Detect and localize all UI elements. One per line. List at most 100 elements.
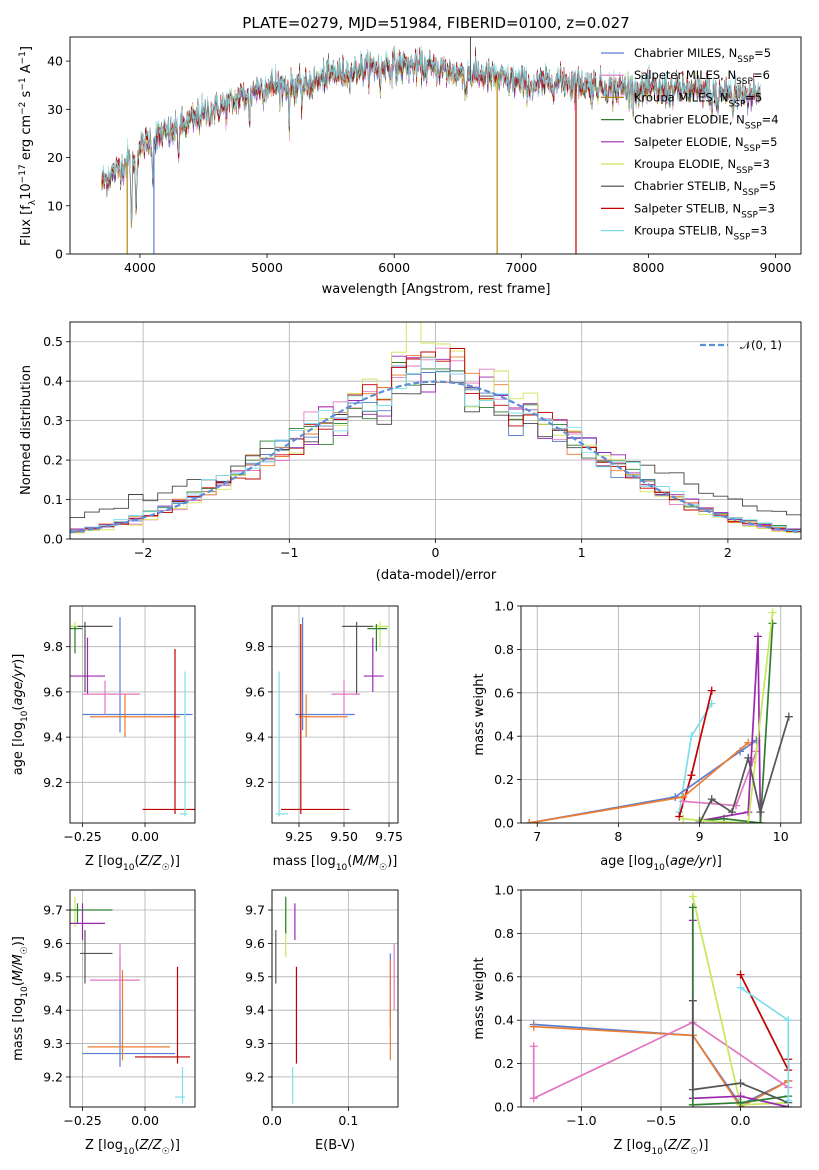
weight-line xyxy=(533,1025,789,1107)
panel-z_weight: −1.0 −0.5 0.0 0.0 0.2 0.4 0.6 0.8 1.0 Z [log10(Z/… xyxy=(472,883,802,1157)
legend-entry: Chabrier STELIB, NSSP=5 xyxy=(634,179,776,198)
x-tick-label: 7 xyxy=(533,829,541,844)
y-tick-label: 0.2 xyxy=(494,1056,514,1071)
weight-series xyxy=(695,632,765,823)
x-tick-label: −0.5 xyxy=(646,1113,676,1128)
x-axis-label: Z [log10(Z/Z☉)] xyxy=(614,1138,709,1157)
x-tick-label: 7000 xyxy=(505,260,537,275)
plot-area xyxy=(525,608,793,823)
spectrum-line xyxy=(101,44,761,222)
errorbar-point xyxy=(82,956,175,1067)
grid xyxy=(521,889,801,1108)
y-tick-label: 9.2 xyxy=(245,1069,265,1084)
errorbar-point xyxy=(80,930,113,984)
legend-entry: 𝒩(0, 1) xyxy=(740,338,782,352)
y-tick-label: 9.2 xyxy=(43,1069,63,1084)
errorbar-point xyxy=(90,694,180,738)
errorbar-point xyxy=(299,694,348,738)
y-tick-label: 0.4 xyxy=(43,374,63,389)
y-tick-label: 0.0 xyxy=(43,532,63,547)
errorbar-point xyxy=(70,896,80,927)
histogram-series xyxy=(70,357,801,539)
y-tick-label: 0.3 xyxy=(43,413,63,428)
weight-marker xyxy=(529,1094,538,1103)
y-tick-label: 20 xyxy=(47,150,63,165)
x-tick-label: 4000 xyxy=(124,260,156,275)
x-axis-label: wavelength [Angstrom, rest frame] xyxy=(322,282,551,297)
weight-marker xyxy=(671,792,680,801)
y-axis-label: mass weight xyxy=(472,673,487,755)
x-tick-label: −1 xyxy=(280,545,298,560)
weight-marker xyxy=(784,1016,793,1025)
x-tick-label: 0.00 xyxy=(131,829,159,844)
weight-series xyxy=(679,608,777,823)
x-tick-label: 6000 xyxy=(378,260,410,275)
x-tick-label: 9.25 xyxy=(285,829,313,844)
legend-entry: Kroupa STELIB, NSSP=3 xyxy=(634,224,767,243)
weight-series xyxy=(695,619,777,823)
weight-marker xyxy=(768,619,777,628)
weight-line xyxy=(691,1000,789,1104)
weight-marker xyxy=(675,812,684,821)
errorbar-point xyxy=(90,943,140,1001)
panel-mass_age: 9.25 9.50 9.75 9.2 9.4 9.6 9.8 mass [log10(M/M☉… xyxy=(245,605,403,873)
y-axis-label: mass weight xyxy=(472,957,487,1039)
y-tick-label: 0.8 xyxy=(494,926,514,941)
x-axis-label: Z [log10(Z/Z☉)] xyxy=(85,1138,180,1157)
y-tick-label: 0.5 xyxy=(43,334,63,349)
legend-entry: Chabrier ELODIE, NSSP=4 xyxy=(634,113,779,132)
errorbar-point xyxy=(82,680,140,715)
errorbar-point xyxy=(295,617,355,731)
y-tick-label: 9.6 xyxy=(43,936,63,951)
y-tick-label: 9.8 xyxy=(245,639,265,654)
x-tick-label: 9.50 xyxy=(330,829,358,844)
weight-marker xyxy=(679,814,688,823)
x-tick-label: 9.75 xyxy=(375,829,403,844)
weight-marker xyxy=(744,808,753,817)
y-axis-label: age [log10(age/yr)] xyxy=(11,654,30,776)
weight-marker xyxy=(688,1100,697,1107)
weight-marker xyxy=(756,819,765,823)
y-tick-label: 9.5 xyxy=(245,969,265,984)
x-tick-label: 0.0 xyxy=(262,1113,282,1128)
errorbar-point xyxy=(70,903,105,941)
weight-marker xyxy=(679,792,688,801)
grid xyxy=(271,890,398,1107)
weight-marker xyxy=(688,892,697,901)
y-tick-label: 0 xyxy=(55,247,63,262)
panel-age_weight: 7 8 9 10 0.0 0.2 0.4 0.6 0.8 1.0 age [log10(age/yr… xyxy=(472,599,802,873)
errorbar-point xyxy=(342,621,373,695)
y-tick-label: 0.0 xyxy=(494,816,514,831)
y-axis-label: mass [log10(M/M☉)] xyxy=(11,936,30,1061)
x-axis-label: E(B-V) xyxy=(315,1138,355,1153)
y-tick-label: 1.0 xyxy=(494,599,514,614)
x-tick-label: −0.25 xyxy=(63,829,101,844)
weight-marker xyxy=(728,808,737,817)
weight-marker xyxy=(784,1096,793,1105)
x-axis-label: Z [log10(Z/Z☉)] xyxy=(85,854,180,873)
weight-series xyxy=(525,736,761,823)
axes-frame xyxy=(520,889,802,1108)
chart-layer: 4000 5000 6000 7000 8000 9000010203040wavelen… xyxy=(11,36,802,1157)
x-tick-label: 10 xyxy=(773,829,789,844)
panel-spectrum: 4000 5000 6000 7000 8000 9000 0 10 20 30 40 wavelen… xyxy=(18,36,802,297)
weight-marker xyxy=(736,1079,745,1088)
plot-area xyxy=(70,896,190,1104)
grid xyxy=(70,890,195,1107)
weight-marker xyxy=(695,819,704,823)
x-tick-label: 8000 xyxy=(633,260,665,275)
errorbar-point xyxy=(275,671,289,817)
weight-line xyxy=(699,623,774,823)
y-tick-label: 9.4 xyxy=(245,730,265,745)
plot-area xyxy=(275,896,395,1104)
errorbar-point xyxy=(70,903,113,924)
y-tick-label: 0.4 xyxy=(494,1013,514,1028)
legend-entry: Salpeter ELODIE, NSSP=5 xyxy=(634,135,777,154)
errorbar-point xyxy=(135,966,190,1064)
y-axis-label: Flux [fλ10−17 erg cm−2 s−1 A−1] xyxy=(18,46,38,246)
errorbar-point xyxy=(87,970,170,1061)
axes-frame xyxy=(69,889,196,1108)
x-tick-label: 0 xyxy=(432,545,440,560)
x-tick-label: 9 xyxy=(696,829,704,844)
axes-frame xyxy=(271,605,399,824)
